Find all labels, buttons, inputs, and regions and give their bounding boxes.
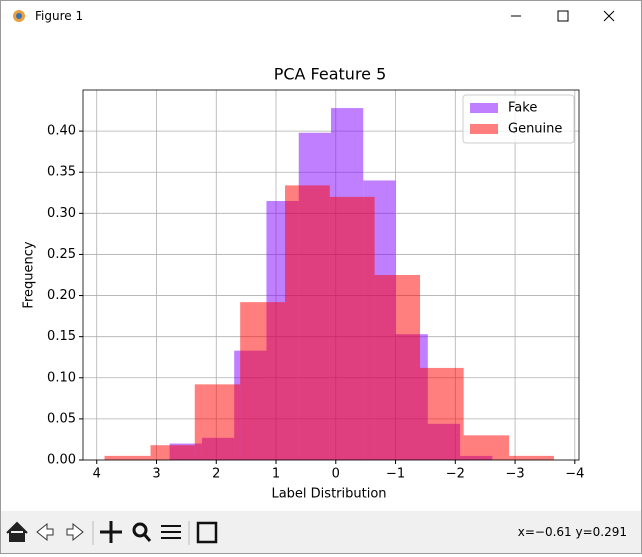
y-tick-label: 0.25 — [47, 247, 76, 262]
toolbar-buttons — [6, 521, 218, 545]
histogram-bar — [240, 302, 285, 460]
status-text: x=−0.61 y=0.291 — [517, 525, 627, 539]
histogram-bar — [150, 445, 195, 460]
title-bar: Figure 1 — [1, 1, 641, 31]
y-tick-label: 0.40 — [47, 124, 76, 139]
x-tick-label: −1 — [386, 467, 405, 482]
x-tick-label: 4 — [93, 467, 101, 482]
y-tick-label: 0.35 — [47, 165, 76, 180]
x-tick-label: −2 — [446, 467, 465, 482]
pan-button[interactable] — [100, 521, 122, 543]
axes-frame — [82, 89, 580, 461]
y-tick-label: 0.15 — [47, 329, 76, 344]
y-axis-label: Frequency — [22, 241, 37, 308]
x-tick-label: 3 — [152, 467, 160, 482]
x-tick-label: 0 — [332, 467, 340, 482]
chart-title: PCA Feature 5 — [274, 65, 387, 84]
histogram-bar — [463, 435, 510, 460]
y-tick-label: 0.10 — [47, 370, 76, 385]
histogram-bar — [420, 367, 464, 460]
legend: Fake Genuine — [462, 94, 575, 144]
forward-button[interactable] — [66, 522, 84, 542]
legend-label: Genuine — [508, 122, 562, 137]
histogram-bar — [194, 384, 241, 460]
toolbar: x=−0.61 y=0.291 — [1, 511, 641, 553]
histogram-bar — [509, 455, 554, 460]
x-axis-label: Label Distribution — [271, 487, 386, 502]
app-icon — [13, 10, 25, 22]
x-tick-label: 2 — [212, 467, 220, 482]
y-tick-label: 0.00 — [47, 453, 76, 468]
window-controls[interactable] — [491, 1, 641, 31]
x-tick-label: −4 — [565, 467, 584, 482]
save-button[interactable] — [196, 521, 218, 544]
x-tick-label: −3 — [505, 467, 524, 482]
histogram-bar — [104, 455, 151, 460]
window-title: Figure 1 — [35, 9, 84, 23]
y-tick-label: 0.20 — [47, 288, 76, 303]
legend-label: Fake — [508, 101, 537, 116]
legend-swatch — [470, 124, 498, 134]
chart: PCA Feature 5 Label Distribution Frequen… — [22, 65, 585, 502]
x-tick-label: 1 — [272, 467, 280, 482]
legend-swatch — [470, 103, 498, 113]
zoom-button[interactable] — [132, 522, 152, 542]
configure-button[interactable] — [161, 525, 181, 539]
y-tick-label: 0.30 — [47, 206, 76, 221]
maximize[interactable] — [557, 10, 569, 22]
histogram-bar — [329, 196, 375, 460]
histogram-bar — [284, 185, 330, 460]
histogram-bar — [374, 275, 421, 460]
close[interactable] — [603, 10, 615, 22]
back-button[interactable] — [36, 522, 54, 542]
home-button[interactable] — [6, 521, 28, 542]
y-tick-label: 0.05 — [47, 411, 76, 426]
